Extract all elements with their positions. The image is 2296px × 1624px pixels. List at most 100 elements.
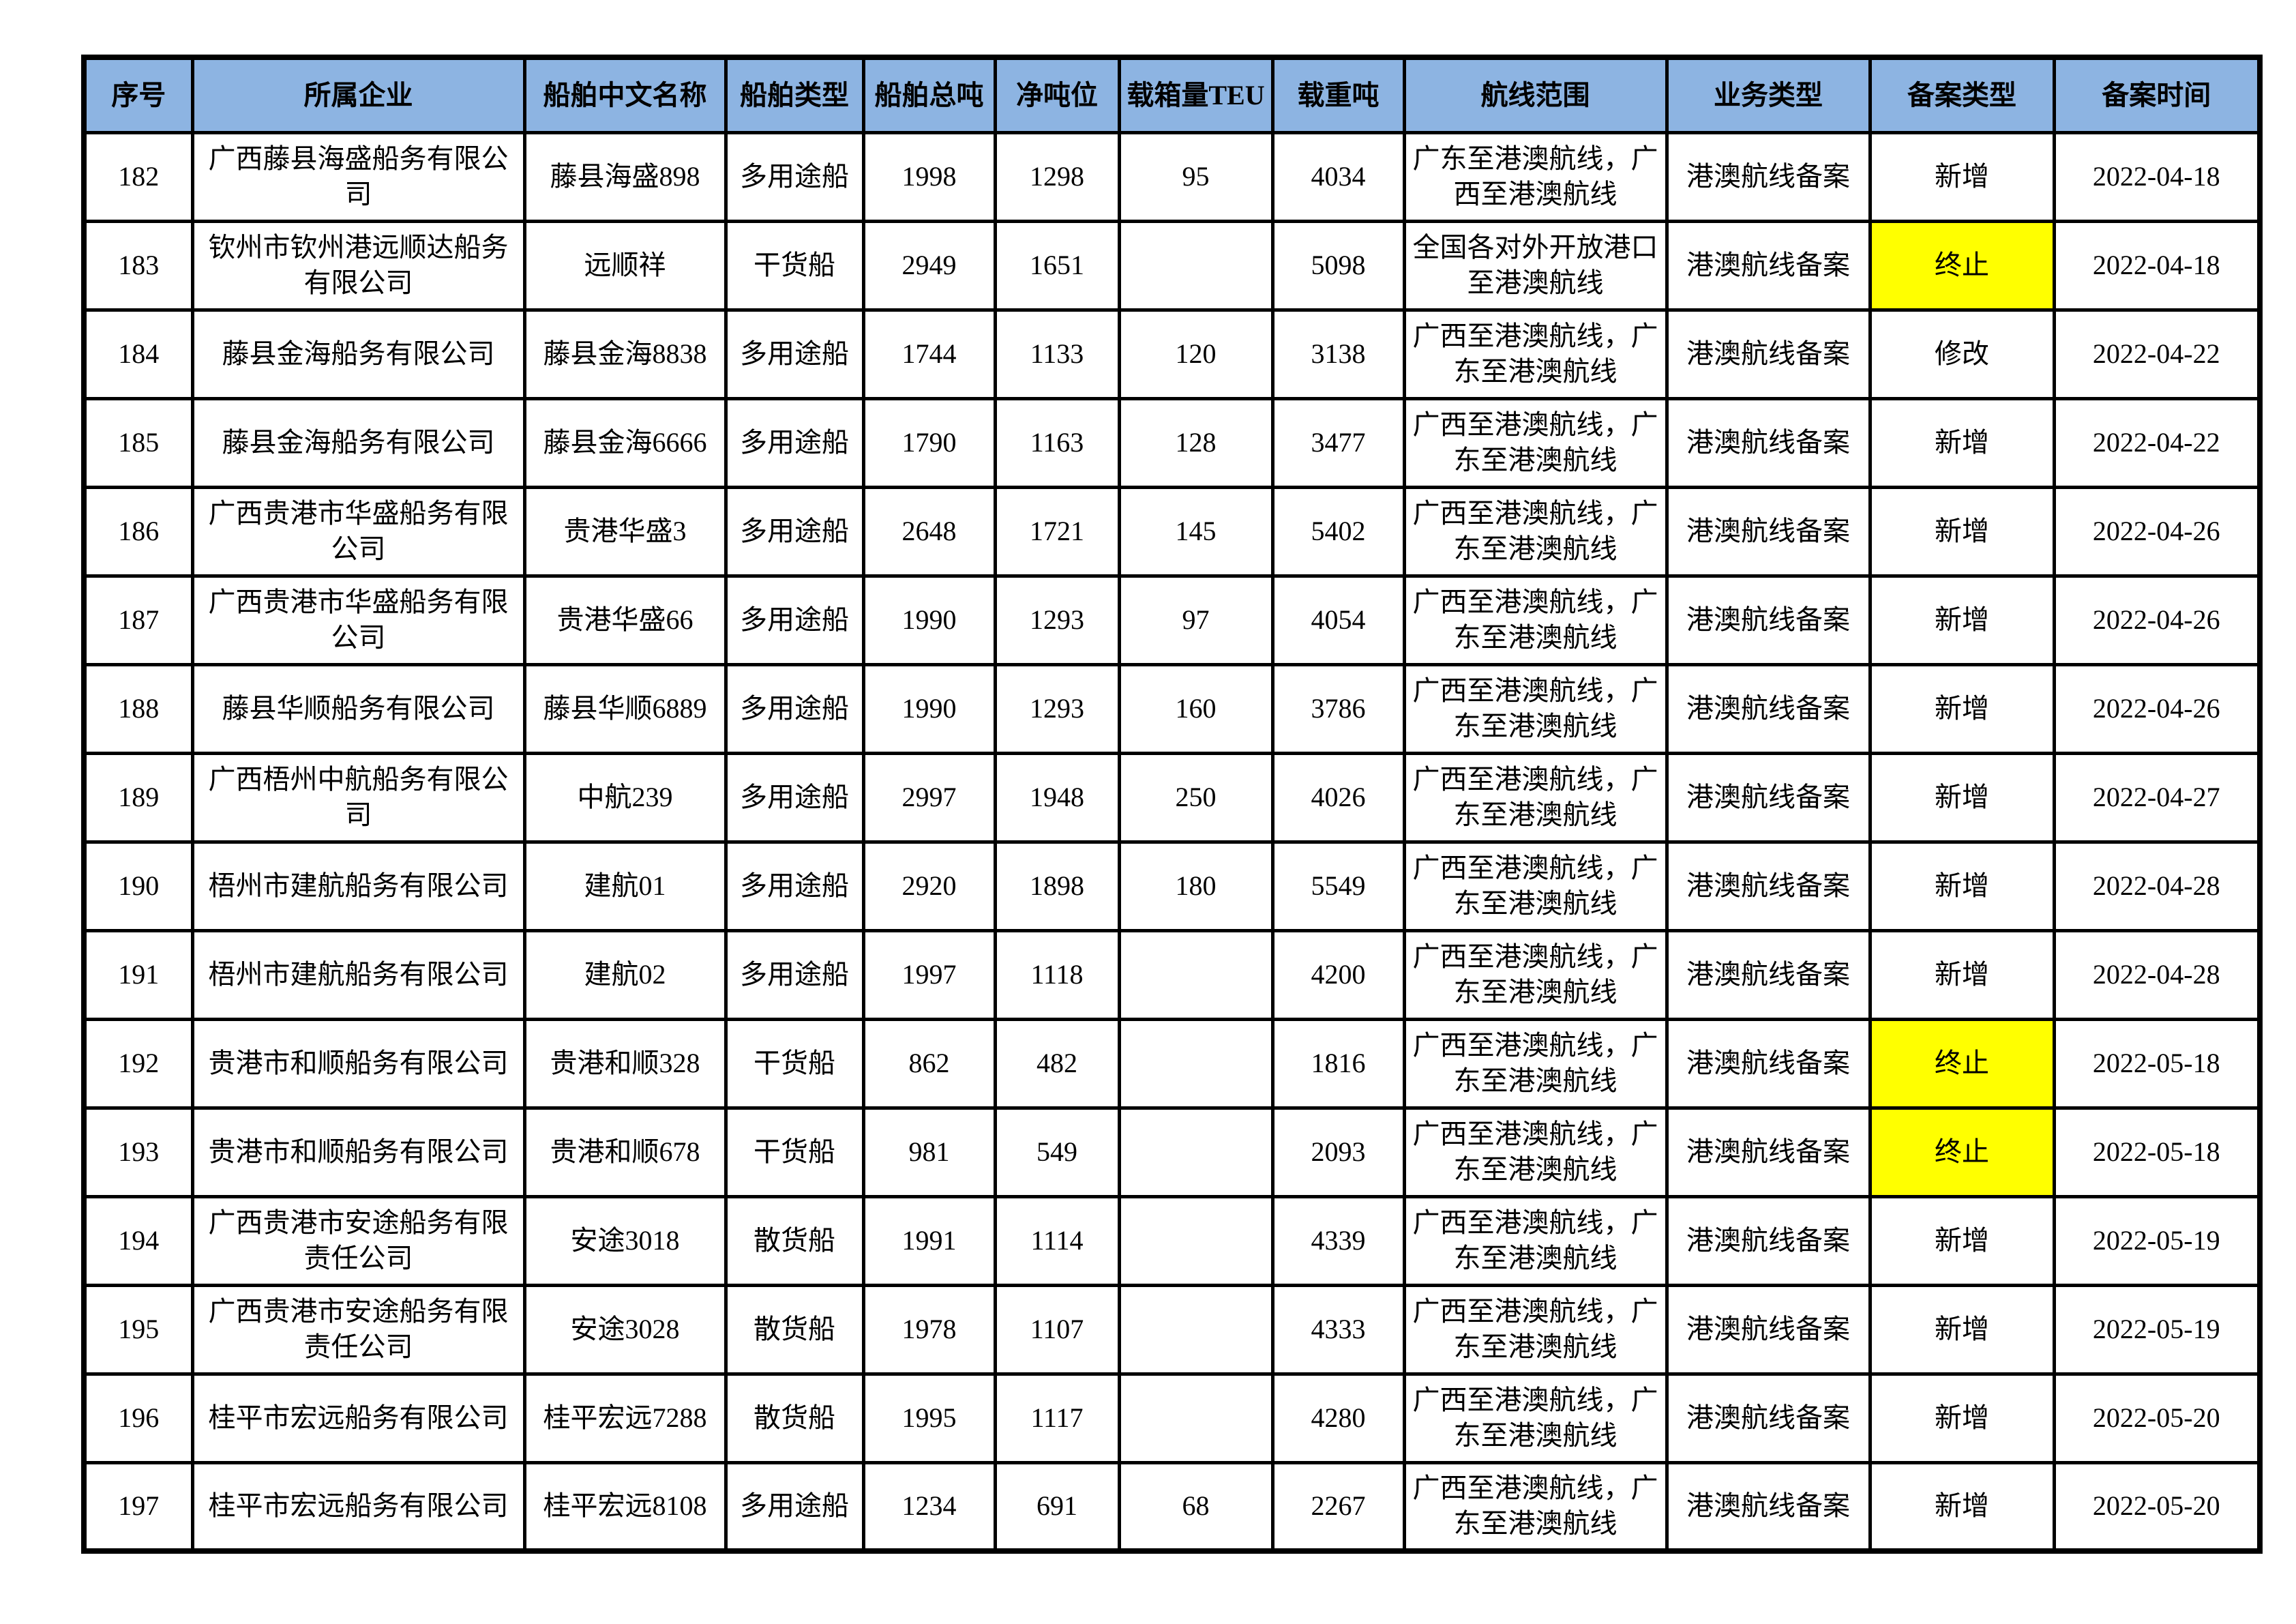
cell-ship-name: 建航01 [522, 840, 728, 932]
cell-seq: 186 [82, 485, 194, 578]
table-row: 197 桂平市宏远船务有限公司 桂平宏远8108 多用途船 1234 691 68 2267 广… [82, 1460, 2262, 1553]
cell-filing-date: 2022-05-19 [2052, 1283, 2262, 1376]
cell-teu [1117, 1017, 1274, 1110]
cell-route: 广西至港澳航线，广东至港澳航线 [1402, 574, 1669, 666]
cell-seq: 194 [82, 1194, 194, 1287]
cell-gross-tonnage: 862 [861, 1017, 997, 1110]
cell-filing-date: 2022-05-18 [2052, 1017, 2262, 1110]
cell-ship-name: 贵港华盛3 [522, 485, 728, 578]
cell-ship-name: 桂平宏远7288 [522, 1372, 728, 1464]
cell-ship-name: 贵港和顺678 [522, 1106, 728, 1198]
cell-dwt: 4026 [1270, 751, 1406, 844]
cell-teu: 250 [1117, 751, 1274, 844]
cell-business-type: 港澳航线备案 [1665, 1283, 1872, 1376]
cell-seq: 191 [82, 928, 194, 1021]
cell-dwt: 3138 [1270, 308, 1406, 400]
cell-company: 梧州市建航船务有限公司 [190, 840, 526, 932]
cell-seq: 189 [82, 751, 194, 844]
cell-net-tonnage: 1948 [993, 751, 1121, 844]
cell-seq: 185 [82, 396, 194, 489]
cell-ship-type: 干货船 [724, 1106, 865, 1198]
cell-seq: 197 [82, 1460, 194, 1553]
column-header-seq: 序号 [82, 55, 194, 134]
cell-filing-type: 新增 [1868, 662, 2056, 755]
cell-ship-name: 远顺祥 [522, 219, 728, 312]
cell-company: 广西梧州中航船务有限公司 [190, 751, 526, 844]
table-row: 186 广西贵港市华盛船务有限公司 贵港华盛3 多用途船 2648 1721 145 5402… [82, 485, 2262, 578]
cell-seq: 188 [82, 662, 194, 755]
table-row: 196 桂平市宏远船务有限公司 桂平宏远7288 散货船 1995 1117 4280 广西至… [82, 1372, 2262, 1464]
cell-gross-tonnage: 2920 [861, 840, 997, 932]
cell-gross-tonnage: 1998 [861, 130, 997, 223]
cell-company: 桂平市宏远船务有限公司 [190, 1460, 526, 1553]
cell-seq: 196 [82, 1372, 194, 1464]
cell-dwt: 5098 [1270, 219, 1406, 312]
cell-teu [1117, 928, 1274, 1021]
cell-seq: 192 [82, 1017, 194, 1110]
cell-net-tonnage: 1163 [993, 396, 1121, 489]
cell-teu [1117, 1372, 1274, 1464]
table-row: 182 广西藤县海盛船务有限公司 藤县海盛898 多用途船 1998 1298 95 4034… [82, 130, 2262, 223]
cell-filing-date: 2022-05-18 [2052, 1106, 2262, 1198]
cell-business-type: 港澳航线备案 [1665, 396, 1872, 489]
cell-teu: 180 [1117, 840, 1274, 932]
cell-dwt: 4200 [1270, 928, 1406, 1021]
cell-company: 广西藤县海盛船务有限公司 [190, 130, 526, 223]
cell-ship-name: 藤县金海6666 [522, 396, 728, 489]
cell-company: 梧州市建航船务有限公司 [190, 928, 526, 1021]
cell-ship-type: 多用途船 [724, 751, 865, 844]
cell-route: 广西至港澳航线，广东至港澳航线 [1402, 1017, 1669, 1110]
cell-route: 广西至港澳航线，广东至港澳航线 [1402, 485, 1669, 578]
cell-filing-date: 2022-04-28 [2052, 928, 2262, 1021]
cell-filing-date: 2022-05-20 [2052, 1372, 2262, 1464]
cell-net-tonnage: 1298 [993, 130, 1121, 223]
table-row: 189 广西梧州中航船务有限公司 中航239 多用途船 2997 1948 250 4026 广… [82, 751, 2262, 844]
cell-dwt: 5402 [1270, 485, 1406, 578]
cell-gross-tonnage: 2997 [861, 751, 997, 844]
cell-filing-type: 新增 [1868, 1372, 2056, 1464]
cell-route: 全国各对外开放港口至港澳航线 [1402, 219, 1669, 312]
cell-ship-name: 安途3018 [522, 1194, 728, 1287]
cell-business-type: 港澳航线备案 [1665, 840, 1872, 932]
cell-teu [1117, 1106, 1274, 1198]
cell-ship-name: 藤县海盛898 [522, 130, 728, 223]
table-row: 188 藤县华顺船务有限公司 藤县华顺6889 多用途船 1990 1293 160 3786… [82, 662, 2262, 755]
cell-ship-type: 多用途船 [724, 130, 865, 223]
cell-teu [1117, 1194, 1274, 1287]
cell-seq: 184 [82, 308, 194, 400]
cell-route: 广西至港澳航线，广东至港澳航线 [1402, 1283, 1669, 1376]
cell-ship-type: 多用途船 [724, 485, 865, 578]
cell-filing-type: 新增 [1868, 1460, 2056, 1553]
cell-route: 广西至港澳航线，广东至港澳航线 [1402, 928, 1669, 1021]
column-header-ship-name: 船舶中文名称 [522, 55, 728, 134]
cell-ship-name: 藤县金海8838 [522, 308, 728, 400]
column-header-filing-type: 备案类型 [1868, 55, 2056, 134]
cell-gross-tonnage: 1990 [861, 662, 997, 755]
cell-filing-date: 2022-04-26 [2052, 574, 2262, 666]
table-row: 187 广西贵港市华盛船务有限公司 贵港华盛66 多用途船 1990 1293 97 4054… [82, 574, 2262, 666]
column-header-company: 所属企业 [190, 55, 526, 134]
table-row: 190 梧州市建航船务有限公司 建航01 多用途船 2920 1898 180 5549 广西至… [82, 840, 2262, 932]
cell-gross-tonnage: 2949 [861, 219, 997, 312]
cell-dwt: 4339 [1270, 1194, 1406, 1287]
cell-ship-name: 安途3028 [522, 1283, 728, 1376]
cell-filing-type: 新增 [1868, 928, 2056, 1021]
cell-gross-tonnage: 1995 [861, 1372, 997, 1464]
cell-net-tonnage: 1133 [993, 308, 1121, 400]
cell-ship-name: 藤县华顺6889 [522, 662, 728, 755]
cell-business-type: 港澳航线备案 [1665, 1017, 1872, 1110]
cell-gross-tonnage: 2648 [861, 485, 997, 578]
cell-teu: 120 [1117, 308, 1274, 400]
cell-filing-date: 2022-04-22 [2052, 396, 2262, 489]
cell-net-tonnage: 1293 [993, 574, 1121, 666]
cell-filing-date: 2022-04-26 [2052, 662, 2262, 755]
cell-net-tonnage: 549 [993, 1106, 1121, 1198]
cell-filing-type: 新增 [1868, 574, 2056, 666]
cell-dwt: 4034 [1270, 130, 1406, 223]
cell-route: 广西至港澳航线，广东至港澳航线 [1402, 1106, 1669, 1198]
cell-gross-tonnage: 1991 [861, 1194, 997, 1287]
cell-gross-tonnage: 1990 [861, 574, 997, 666]
cell-filing-type: 新增 [1868, 485, 2056, 578]
table-row: 194 广西贵港市安途船务有限责任公司 安途3018 散货船 1991 1114 4339 广… [82, 1194, 2262, 1287]
cell-business-type: 港澳航线备案 [1665, 130, 1872, 223]
